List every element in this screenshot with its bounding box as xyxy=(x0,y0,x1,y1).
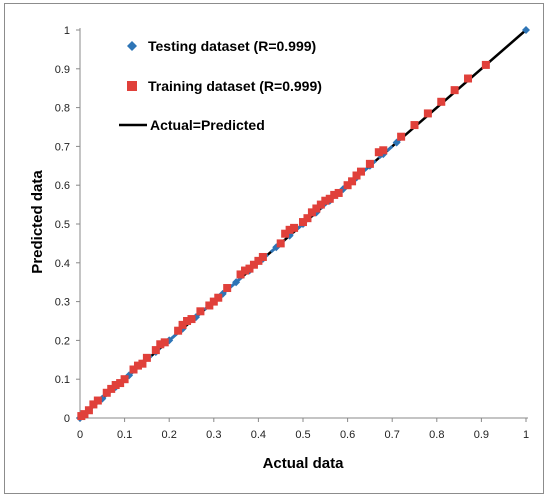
x-tick-labels: 0 0.1 0.2 0.3 0.4 0.5 0.6 0.7 0.8 0.9 1 xyxy=(77,418,529,441)
training-point xyxy=(178,320,187,329)
plot-area xyxy=(76,26,530,422)
training-point xyxy=(138,359,147,368)
y-tick-label: 0.9 xyxy=(55,64,70,76)
training-point xyxy=(187,315,196,324)
training-point xyxy=(276,239,285,248)
training-point xyxy=(281,229,290,238)
training-point xyxy=(129,365,138,374)
training-point xyxy=(174,326,183,335)
training-point xyxy=(111,381,120,390)
y-tick-label: 0.2 xyxy=(55,335,70,347)
training-point xyxy=(205,301,214,310)
training-point xyxy=(290,223,299,232)
y-tick-label: 0.4 xyxy=(55,258,70,270)
x-tick-label: 0.1 xyxy=(117,429,132,441)
training-point xyxy=(116,379,125,388)
training-point xyxy=(437,97,446,106)
training-point xyxy=(160,338,169,347)
training-point xyxy=(93,396,102,405)
training-point xyxy=(285,225,294,234)
legend-training-marker xyxy=(127,81,137,91)
testing-point xyxy=(522,26,530,34)
training-point xyxy=(312,204,321,213)
training-point xyxy=(142,353,151,362)
x-tick-label: 0.8 xyxy=(429,429,444,441)
x-tick-label: 1 xyxy=(523,429,529,441)
x-tick-label: 0.2 xyxy=(162,429,177,441)
training-point xyxy=(196,307,205,316)
training-point xyxy=(156,340,165,349)
training-point xyxy=(481,60,490,69)
x-tick-label: 0.6 xyxy=(340,429,355,441)
y-axis-title: Predicted data xyxy=(29,170,46,274)
training-point xyxy=(236,270,245,279)
axes xyxy=(79,28,528,419)
y-tick-label: 0.8 xyxy=(55,103,70,115)
training-point xyxy=(464,74,473,83)
x-tick-label: 0.9 xyxy=(474,429,489,441)
training-point xyxy=(316,200,325,209)
y-tick-label: 0.3 xyxy=(55,297,70,309)
x-tick-label: 0 xyxy=(77,429,83,441)
training-point xyxy=(325,194,334,203)
training-point xyxy=(343,181,352,190)
training-point xyxy=(241,266,250,275)
training-point xyxy=(120,375,129,384)
x-tick-label: 0.3 xyxy=(206,429,221,441)
training-point xyxy=(352,171,361,180)
training-point xyxy=(84,406,93,415)
training-point xyxy=(80,410,89,419)
training-point xyxy=(379,146,388,155)
training-point xyxy=(107,384,116,393)
legend-label: Testing dataset (R=0.999) xyxy=(148,38,316,54)
training-point xyxy=(299,218,307,227)
training-point xyxy=(423,109,432,118)
legend: Testing dataset (R=0.999) Training datase… xyxy=(119,38,322,133)
y-tick-label: 1 xyxy=(64,25,70,37)
training-point xyxy=(410,121,419,130)
y-tick-label: 0.1 xyxy=(55,374,70,386)
x-axis-title: Actual data xyxy=(263,455,345,472)
training-point xyxy=(183,317,192,325)
training-point xyxy=(450,86,459,95)
x-tick-label: 0.4 xyxy=(251,429,266,441)
training-point xyxy=(356,167,365,176)
training-point xyxy=(133,361,142,370)
y-tick-label: 0.7 xyxy=(55,141,70,153)
x-tick-label: 0.7 xyxy=(385,429,400,441)
training-point xyxy=(102,388,111,397)
x-tick-label: 0.5 xyxy=(295,429,310,441)
training-point xyxy=(223,284,232,293)
y-tick-labels: 0 0.1 0.2 0.3 0.4 0.5 0.6 0.7 0.8 0.9 1 xyxy=(55,25,80,425)
y-tick-label: 0 xyxy=(64,413,70,425)
training-point xyxy=(330,190,339,199)
training-point xyxy=(374,148,383,157)
training-point xyxy=(334,188,343,197)
training-point xyxy=(151,346,160,355)
training-point xyxy=(365,159,374,168)
y-tick-label: 0.6 xyxy=(55,180,70,192)
legend-label: Training dataset (R=0.999) xyxy=(148,78,322,94)
training-point xyxy=(245,264,254,273)
training-point xyxy=(214,293,223,302)
training-point xyxy=(209,297,218,306)
training-point xyxy=(303,214,312,223)
training-point xyxy=(321,196,330,205)
legend-testing-marker xyxy=(127,41,137,51)
training-point xyxy=(397,132,406,141)
legend-label: Actual=Predicted xyxy=(150,117,265,133)
training-point xyxy=(89,400,98,409)
training-point xyxy=(307,208,316,217)
training-point xyxy=(254,256,263,265)
training-point xyxy=(348,177,357,186)
training-point xyxy=(249,260,258,269)
y-tick-label: 0.5 xyxy=(55,219,70,231)
training-point xyxy=(258,252,267,261)
